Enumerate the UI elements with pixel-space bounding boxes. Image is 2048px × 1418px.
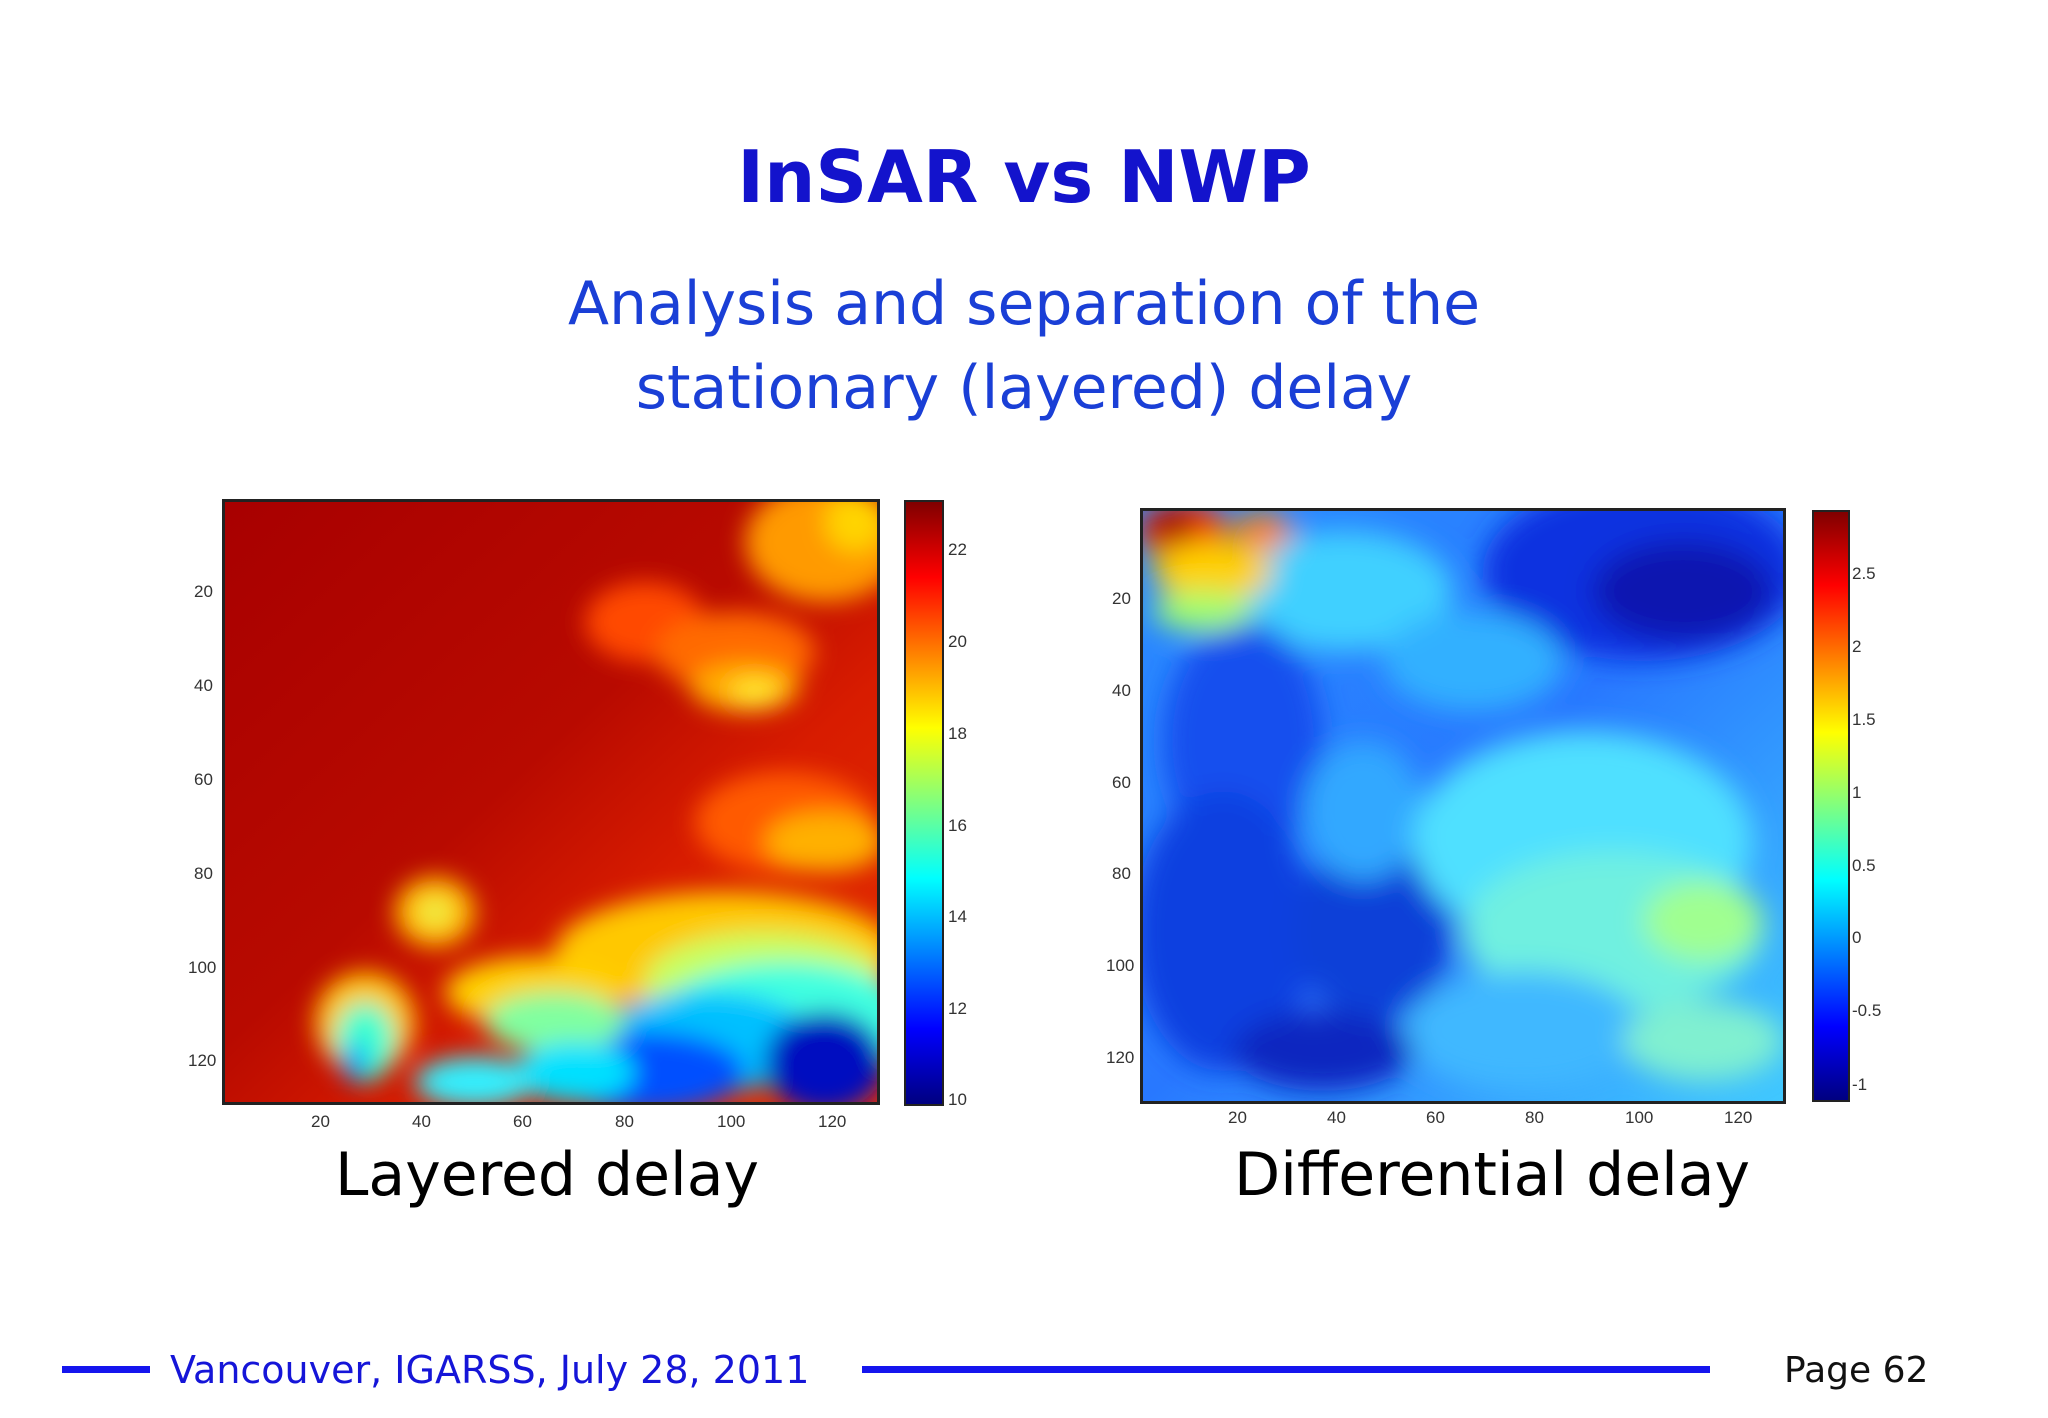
subtitle-line-2: stationary (layered) delay	[635, 353, 1413, 423]
colorbar-tick-label: -0.5	[1852, 1001, 1882, 1020]
x-tick-label: 60	[1426, 1108, 1445, 1127]
subtitle-line-1: Analysis and separation of the	[567, 269, 1481, 339]
layered-delay-colorbar	[904, 500, 944, 1106]
colorbar-tick-label: 14	[948, 907, 967, 926]
x-tick-label: 20	[1228, 1108, 1247, 1127]
footer-line-left	[62, 1366, 150, 1373]
colorbar-tick-label: 0.5	[1852, 856, 1876, 875]
x-tick-label: 120	[1724, 1108, 1753, 1127]
colorbar-tick-label: 0	[1852, 928, 1862, 947]
x-tick-label: 80	[615, 1112, 634, 1131]
colorbar-tick-label: 1	[1852, 783, 1862, 802]
colorbar-tick-label: 1.5	[1852, 710, 1876, 729]
colorbar-tick-label: 16	[948, 816, 967, 835]
y-tick-label: 100	[1106, 956, 1135, 975]
y-tick-label: 60	[194, 770, 213, 789]
y-tick-label: 100	[188, 958, 217, 977]
colorbar-tick-label: 20	[948, 632, 967, 651]
y-tick-label: 20	[194, 582, 213, 601]
colorbar-tick-label: -1	[1852, 1075, 1868, 1094]
colorbar-tick-label: 2.5	[1852, 564, 1876, 583]
y-tick-label: 80	[194, 864, 213, 883]
x-tick-label: 100	[717, 1112, 746, 1131]
colorbar-tick-label: 10	[948, 1090, 967, 1109]
y-tick-label: 40	[1112, 681, 1131, 700]
x-tick-label: 60	[513, 1112, 532, 1131]
footer-line-right	[862, 1366, 1710, 1373]
differential-delay-heatmap	[1140, 508, 1786, 1104]
y-tick-label: 60	[1112, 773, 1131, 792]
x-tick-label: 20	[311, 1112, 330, 1131]
differential-delay-caption: Differential delay	[1234, 1140, 1751, 1210]
differential-delay-colorbar	[1812, 510, 1850, 1102]
x-tick-label: 120	[818, 1112, 847, 1131]
y-tick-label: 80	[1112, 864, 1131, 883]
layered-delay-heatmap	[222, 499, 880, 1105]
colorbar-tick-label: 2	[1852, 637, 1862, 656]
colorbar-tick-label: 22	[948, 540, 967, 559]
y-tick-label: 40	[194, 676, 213, 695]
x-tick-label: 40	[412, 1112, 431, 1131]
layered-delay-caption: Layered delay	[335, 1140, 759, 1210]
footer-text: Vancouver, IGARSS, July 28, 2011	[170, 1348, 810, 1392]
x-tick-label: 100	[1625, 1108, 1654, 1127]
colorbar-tick-label: 18	[948, 724, 967, 743]
colorbar-tick-label: 12	[948, 999, 967, 1018]
y-tick-label: 20	[1112, 589, 1131, 608]
slide-title: InSAR vs NWP	[737, 135, 1311, 219]
y-tick-label: 120	[188, 1051, 217, 1070]
y-tick-label: 120	[1106, 1048, 1135, 1067]
slide-subtitle: Analysis and separation of the stationar…	[0, 262, 2048, 430]
x-tick-label: 80	[1525, 1108, 1544, 1127]
x-tick-label: 40	[1327, 1108, 1346, 1127]
page-number: Page 62	[1784, 1350, 1929, 1391]
